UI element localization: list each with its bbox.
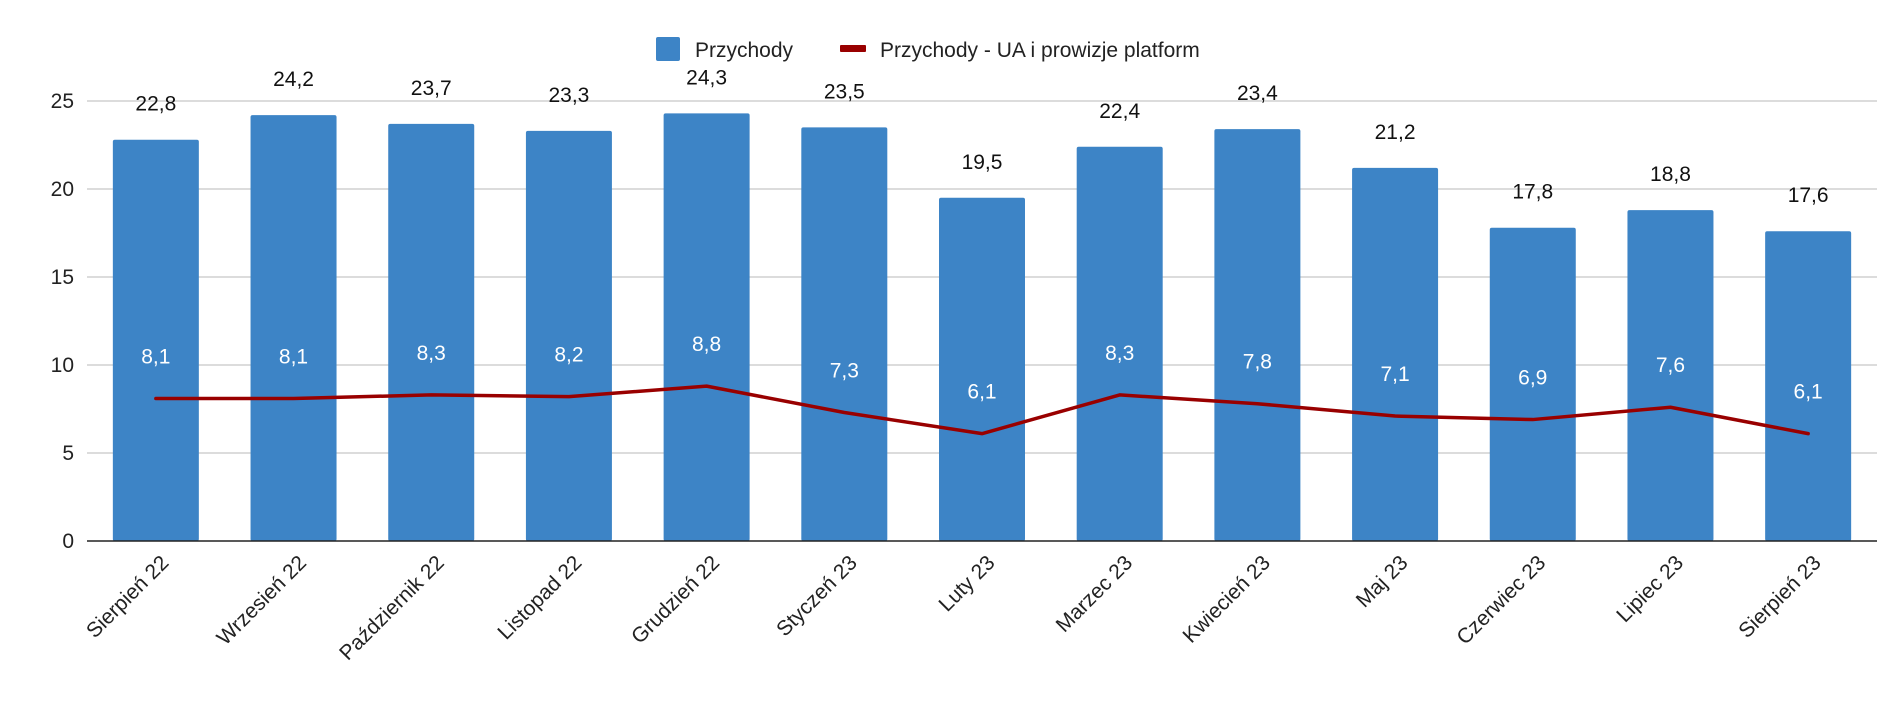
y-tick-label: 5: [62, 442, 74, 465]
x-tick-label: Maj 23: [1352, 551, 1413, 612]
y-tick-label: 0: [62, 530, 74, 553]
bar-data-label: 21,2: [1375, 121, 1416, 144]
line-data-label: 8,3: [417, 342, 446, 365]
line-path: [154, 384, 1810, 436]
bar-data-label: 22,4: [1099, 100, 1140, 123]
bar-data-label: 24,3: [686, 66, 727, 89]
x-tick-label: Styczeń 23: [772, 551, 862, 641]
line-data-label: 7,6: [1656, 354, 1685, 377]
bar-data-label: 24,2: [273, 68, 314, 91]
x-axis: Sierpień 22 Wrzesień 22 Październik 22 List…: [82, 540, 1877, 665]
bar: [250, 115, 337, 541]
bar-data-label: 17,6: [1788, 184, 1829, 207]
bar: [525, 130, 612, 542]
bar-data-label: 19,5: [962, 151, 1003, 174]
bar: [1489, 227, 1576, 541]
bar: [1214, 129, 1301, 541]
bar-data-label: 23,5: [824, 80, 865, 103]
y-tick-label: 25: [51, 90, 74, 113]
bar: [1765, 231, 1852, 542]
x-tick-label: Grudzień 22: [627, 551, 724, 648]
bar: [663, 113, 750, 541]
line-series: [154, 384, 1810, 436]
line-data-labels: 8,1 8,1 8,3 8,2 8,8 7,3 6,1 8,3 7,8 7,1 6,9 7,6 6,1: [141, 333, 1823, 404]
legend-swatch-line: [840, 45, 866, 52]
bar-series: [112, 113, 1852, 542]
x-tick-label: Lipiec 23: [1612, 551, 1688, 627]
bar-data-label: 18,8: [1650, 163, 1691, 186]
y-tick-label: 10: [51, 354, 74, 377]
x-tick-label: Marzec 23: [1052, 551, 1138, 637]
x-tick-label: Sierpień 23: [1734, 551, 1825, 642]
bar: [801, 127, 888, 542]
legend-label: Przychody: [695, 39, 794, 62]
line-data-label: 7,3: [830, 360, 859, 383]
bar: [1627, 210, 1714, 541]
legend-swatch-bar: [656, 37, 680, 61]
bar: [939, 197, 1025, 542]
line-data-label: 6,1: [1794, 381, 1823, 404]
line-data-label: 7,1: [1380, 363, 1409, 386]
x-tick-label: Listopad 22: [493, 551, 586, 644]
x-tick-label: Wrzesień 22: [213, 551, 312, 650]
line-data-label: 7,8: [1243, 351, 1272, 374]
x-tick-label: Październik 22: [335, 551, 449, 665]
x-tick-label: Czerwiec 23: [1452, 551, 1550, 649]
x-tick-label: Sierpień 22: [82, 551, 173, 642]
bar: [1352, 167, 1439, 541]
line-data-label: 6,1: [967, 381, 996, 404]
bar: [388, 123, 475, 541]
bar-data-label: 17,8: [1512, 181, 1553, 204]
y-tick-label: 15: [51, 266, 74, 289]
legend-label: Przychody - UA i prowizje platform: [880, 39, 1200, 62]
y-axis: 0 5 10 15 20 25: [51, 90, 74, 553]
bar-data-labels: 22,8 24,2 23,7 23,3 24,3 23,5 19,5 22,4 23,4 21,2…: [135, 66, 1828, 207]
legend: Przychody Przychody - UA i prowizje platf…: [656, 37, 1200, 62]
line-data-label: 8,3: [1105, 342, 1134, 365]
line-data-label: 8,1: [279, 345, 308, 368]
line-data-label: 8,1: [141, 345, 170, 368]
line-data-label: 8,2: [554, 344, 583, 367]
bar-data-label: 22,8: [135, 93, 176, 116]
bar-data-label: 23,7: [411, 77, 452, 100]
x-tick-label: Luty 23: [935, 551, 1000, 616]
x-tick-label: Kwiecień 23: [1179, 551, 1275, 647]
line-data-label: 8,8: [692, 333, 721, 356]
bar-data-label: 23,3: [548, 84, 589, 107]
bar-data-label: 23,4: [1237, 82, 1278, 105]
y-tick-label: 20: [51, 178, 74, 201]
line-data-label: 6,9: [1518, 367, 1547, 390]
bar: [1076, 146, 1163, 541]
bar: [112, 139, 199, 541]
